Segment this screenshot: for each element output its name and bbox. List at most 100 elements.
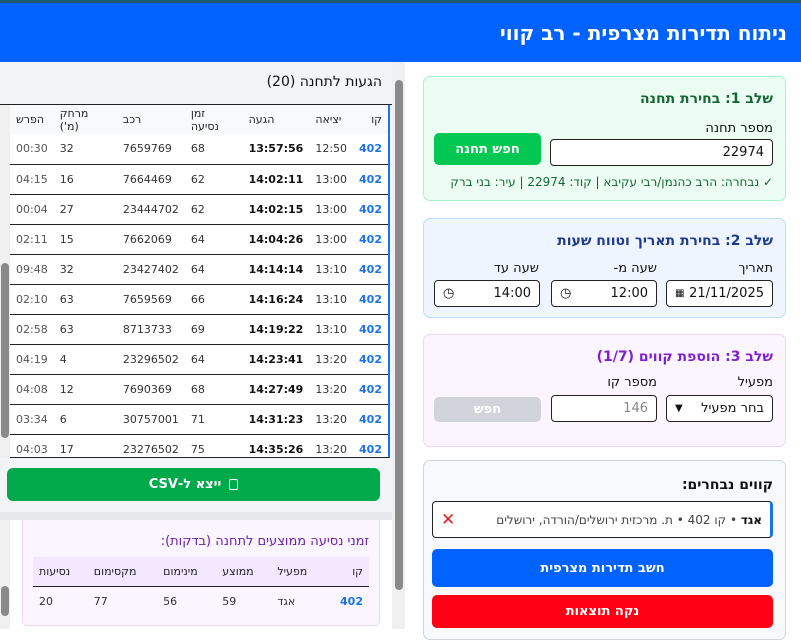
line-cell[interactable]: 402: [353, 374, 388, 405]
vehicle-cell: 8713733: [116, 314, 185, 345]
table-header-row: קו יציאה הגעה זמן נסיעה רכב מרחק (מ') הפרש: [10, 105, 388, 134]
gap-cell: 02:11: [10, 224, 54, 255]
controls-pane: שלב 1: בחירת תחנה מספר תחנה 22974 חפש תח…: [405, 62, 801, 640]
gap-cell: 00:04: [10, 194, 54, 225]
step3-title: שלב 3: הוספת קווים (1/7): [596, 349, 773, 365]
average-cell: 59: [222, 594, 237, 608]
table-scrollbar-thumb[interactable]: [1, 263, 9, 438]
line-cell[interactable]: 402: [353, 254, 388, 285]
line-number-input[interactable]: 146: [551, 395, 657, 422]
column-header: רכב: [116, 105, 185, 134]
departure-cell: 13:00: [309, 194, 354, 225]
gap-cell: 02:58: [10, 314, 54, 345]
departure-cell: 12:50: [309, 134, 354, 165]
table-row: 402 13:20 14:31:23 71 30757001 6 03:34: [10, 404, 388, 435]
vehicle-cell: 23427402: [116, 254, 185, 285]
line-number-label: מספר קו: [607, 375, 657, 390]
departure-cell: 13:10: [309, 254, 354, 285]
to-time-input[interactable]: 14:00 ◷: [434, 280, 540, 307]
vehicle-cell: 7662069: [116, 224, 185, 255]
vehicle-cell: 7659769: [116, 134, 185, 165]
export-csv-button[interactable]: ייצא ל-CSV: [7, 468, 380, 501]
departure-cell: 13:20: [309, 344, 354, 375]
distance-cell: 15: [53, 224, 117, 255]
column-header: הפרש: [10, 105, 54, 134]
line-cell[interactable]: 402: [353, 194, 388, 225]
operator-value: בחר מפעיל: [701, 401, 764, 416]
export-csv-label: ייצא ל-CSV: [148, 477, 222, 492]
gap-cell: 00:30: [10, 134, 54, 165]
search-station-button[interactable]: חפש תחנה: [434, 133, 541, 165]
averages-scrollbar-thumb[interactable]: [1, 586, 9, 616]
line-cell[interactable]: 402: [353, 284, 388, 315]
column-header: הגעה: [242, 105, 310, 134]
arrival-cell: 14:31:23: [242, 404, 310, 435]
date-input[interactable]: 21/11/2025 ▦: [666, 280, 773, 307]
table-row: 402 13:00 14:02:11 62 7664469 16 04:15: [10, 164, 388, 195]
distance-cell: 16: [53, 164, 117, 195]
station-number-input[interactable]: 22974: [550, 139, 773, 166]
arrival-cell: 14:04:26: [242, 224, 310, 255]
column-header: קו: [324, 557, 369, 587]
results-pane: הגעות לתחנה (20) קו יציאה הגעה זמן נסיעה רכב…: [0, 62, 392, 629]
pane-scrollbar-thumb[interactable]: [395, 80, 403, 590]
arrival-cell: 14:23:41: [242, 344, 310, 375]
top-border: [0, 0, 801, 3]
vehicle-cell: 7659569: [116, 284, 185, 315]
table-scrollbar[interactable]: [0, 105, 10, 458]
table-row: 402 13:10 14:16:24 66 7659569 63 02:10: [10, 284, 388, 315]
search-line-button[interactable]: חפש: [434, 397, 541, 422]
averages-row: 402 אגד 59 56 77 20: [33, 586, 369, 616]
calculate-frequency-button[interactable]: חשב תדירות מצרפית: [432, 549, 773, 587]
column-header: מרחק (מ'): [53, 105, 117, 134]
arrival-cell: 14:02:11: [242, 164, 310, 195]
from-time-value: 12:00: [610, 286, 648, 301]
min-cell: 56: [163, 594, 178, 608]
column-header: מפעיל: [271, 557, 325, 587]
operator-label: מפעיל: [737, 375, 773, 390]
clear-results-button[interactable]: נקה תוצאות: [432, 595, 773, 628]
gap-cell: 02:10: [10, 284, 54, 315]
arrival-cell: 14:19:22: [242, 314, 310, 345]
step2-card: שלב 2: בחירת תאריך וטווח שעות תאריך שעה …: [423, 218, 786, 318]
clock-icon: ◷: [443, 286, 455, 301]
departure-cell: 13:20: [309, 404, 354, 435]
gap-cell: 04:03: [10, 434, 54, 457]
line-cell[interactable]: 402: [353, 134, 388, 165]
distance-cell: 6: [53, 404, 117, 435]
arrivals-title: הגעות לתחנה (20): [266, 74, 382, 90]
chevron-down-icon: ▼: [675, 403, 683, 414]
gap-cell: 03:34: [10, 404, 54, 435]
averages-scrollbar[interactable]: [0, 520, 10, 629]
distance-cell: 63: [53, 314, 117, 345]
column-header: קו: [353, 105, 388, 134]
selected-station-info: ✓ נבחרה: הרב כהנמן/רבי עקיבא | קוד: 2297…: [450, 175, 773, 189]
departure-cell: 13:00: [309, 224, 354, 255]
line-cell: 402: [340, 594, 363, 608]
vehicle-cell: 23296502: [116, 344, 185, 375]
file-export-icon: [229, 479, 239, 490]
max-cell: 77: [93, 594, 108, 608]
selected-lines-title: קווים נבחרים:: [681, 477, 773, 493]
line-cell[interactable]: 402: [353, 344, 388, 375]
travel-time-cell: 62: [184, 194, 243, 225]
arrival-cell: 13:57:56: [242, 134, 310, 165]
step3-card: שלב 3: הוספת קווים (1/7) מפעיל מספר קו ב…: [423, 334, 786, 447]
line-cell[interactable]: 402: [353, 164, 388, 195]
to-time-value: 14:00: [493, 286, 531, 301]
line-cell[interactable]: 402: [353, 314, 388, 345]
app-header: ניתוח תדירות מצרפית - רב קווי: [0, 3, 801, 62]
line-cell[interactable]: 402: [353, 434, 388, 457]
arrivals-header: הגעות לתחנה (20): [0, 62, 392, 105]
line-cell[interactable]: 402: [353, 224, 388, 255]
from-time-input[interactable]: 12:00 ◷: [551, 280, 657, 307]
pane-scrollbar[interactable]: [392, 62, 405, 629]
divider: [0, 512, 392, 520]
operator-select[interactable]: בחר מפעיל ▼: [666, 395, 773, 422]
date-value: 21/11/2025: [689, 286, 764, 301]
chip-operator: אגד: [740, 512, 762, 527]
departure-cell: 13:20: [309, 434, 354, 457]
step1-card: שלב 1: בחירת תחנה מספר תחנה 22974 חפש תח…: [423, 76, 786, 201]
remove-line-icon[interactable]: ✕: [441, 509, 456, 530]
line-cell[interactable]: 402: [353, 404, 388, 435]
